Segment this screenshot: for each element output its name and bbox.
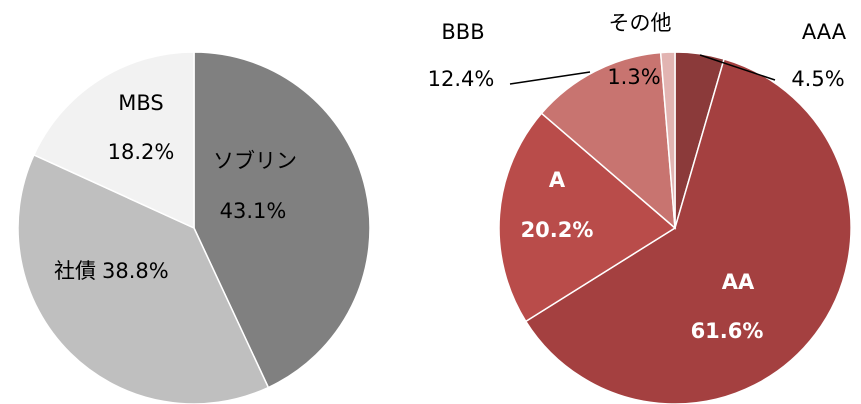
pie-slice — [498, 112, 677, 323]
pie-slice — [32, 51, 195, 230]
slice-label: 社債 — [54, 259, 96, 283]
pie-slice — [540, 51, 676, 230]
slice-label: A — [549, 168, 566, 192]
slice-value-label: 1.3% — [607, 65, 660, 89]
slice-value-label: 43.1% — [220, 199, 287, 223]
pie-slice — [193, 51, 371, 389]
slice-label: BBB — [441, 20, 484, 44]
slice-value-label: 20.2% — [521, 218, 594, 242]
pie-slice — [524, 58, 852, 404]
slice-label: ソブリン — [213, 149, 297, 173]
slice-value-label: 4.5% — [791, 67, 844, 91]
pie-slice — [17, 153, 270, 404]
slice-value-label: 61.6% — [691, 319, 764, 343]
slice-value-label: 18.2% — [108, 140, 175, 164]
slice-label: AAA — [802, 20, 847, 44]
leader-line — [699, 54, 776, 81]
slice-label: AA — [722, 270, 755, 294]
slice-label: MBS — [118, 91, 164, 115]
slice-label: その他 — [609, 11, 672, 35]
pie-slice — [659, 51, 676, 229]
slice-value-label: 38.8% — [102, 259, 169, 283]
leader-line — [509, 71, 591, 85]
slice-value-label: 12.4% — [428, 67, 495, 91]
